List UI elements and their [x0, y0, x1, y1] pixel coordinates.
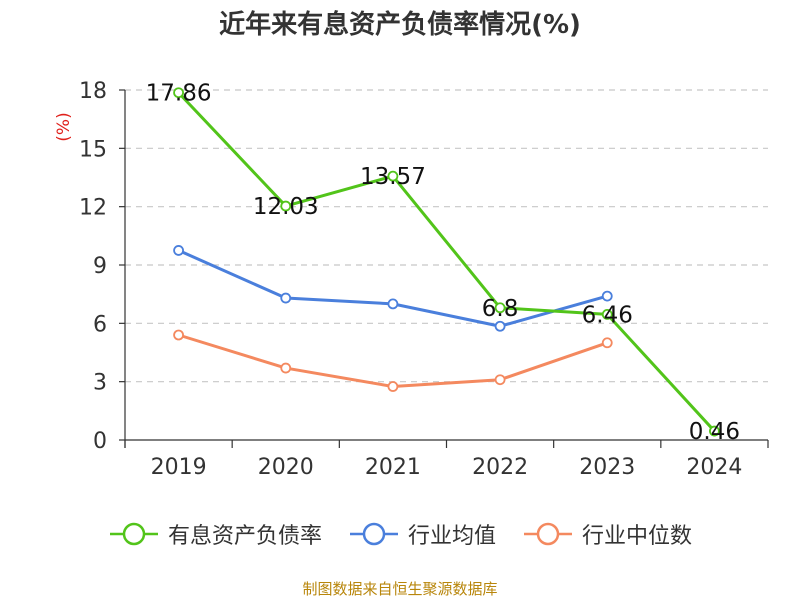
- data-point: [494, 320, 506, 332]
- data-label: 13.57: [360, 164, 426, 190]
- legend-item[interactable]: 有息资产负债率: [108, 518, 322, 550]
- data-point: [601, 337, 613, 349]
- series-line: [177, 249, 608, 328]
- data-point: [173, 245, 184, 256]
- legend: 有息资产负债率 行业均值 行业中位数: [0, 518, 800, 550]
- data-label: 12.03: [253, 194, 319, 220]
- data-point: [173, 329, 184, 341]
- data-point: [601, 308, 613, 320]
- data-labels: 17.86 12.03 13.57 6.8 6.46 0.46: [146, 81, 740, 445]
- x-tick-label: 2023: [579, 455, 635, 480]
- y-tick-label: 15: [79, 137, 107, 162]
- y-tick-label: 12: [79, 196, 107, 221]
- x-tick-label: 2024: [686, 455, 742, 480]
- legend-marker-icon: [109, 522, 158, 546]
- data-point: [387, 381, 399, 392]
- chart-title: 近年来有息资产负债率情况(%): [219, 10, 581, 40]
- x-tick-label: 2020: [258, 455, 314, 480]
- legend-marker-icon: [349, 522, 398, 546]
- y-tick-label: 9: [93, 254, 107, 279]
- series-line: [178, 333, 608, 389]
- data-point: [494, 302, 506, 314]
- y-tick-label: 0: [93, 429, 107, 454]
- legend-item[interactable]: 行业均值: [348, 518, 496, 550]
- legend-label: 行业中位数: [582, 524, 693, 549]
- y-tick-label: 6: [93, 312, 107, 337]
- series-lines: [173, 87, 720, 437]
- data-point: [173, 87, 184, 99]
- data-label: 17.86: [146, 81, 212, 107]
- gridlines: [125, 89, 768, 383]
- legend-label: 行业均值: [407, 524, 496, 549]
- x-tick-label: 2022: [472, 455, 528, 480]
- data-point: [280, 200, 292, 212]
- data-label: 6.8: [482, 296, 519, 322]
- y-tick-label: 3: [93, 371, 107, 396]
- data-point: [280, 362, 292, 374]
- data-label: 0.46: [689, 419, 740, 445]
- series-line: [177, 91, 716, 433]
- data-point: [387, 298, 399, 310]
- legend-label: 有息资产负债率: [167, 524, 322, 549]
- data-point: [709, 425, 720, 437]
- y-axis-label: (%): [54, 112, 74, 141]
- data-point: [387, 170, 399, 182]
- legend-item[interactable]: 行业中位数: [522, 518, 692, 550]
- x-tick-label: 2021: [365, 455, 421, 480]
- axes: 0 3 6 9 12 15 18(%) 2019 2020 2021 2022 2023 2024: [54, 79, 769, 480]
- data-label: 6.46: [582, 302, 633, 328]
- legend-marker-icon: [524, 522, 572, 546]
- x-tick-label: 2019: [151, 455, 207, 480]
- y-tick-label: 18: [79, 79, 107, 104]
- data-point: [280, 292, 292, 304]
- source-note: 制图数据来自恒生聚源数据库: [302, 580, 498, 598]
- data-point: [494, 374, 506, 386]
- data-point: [601, 290, 613, 302]
